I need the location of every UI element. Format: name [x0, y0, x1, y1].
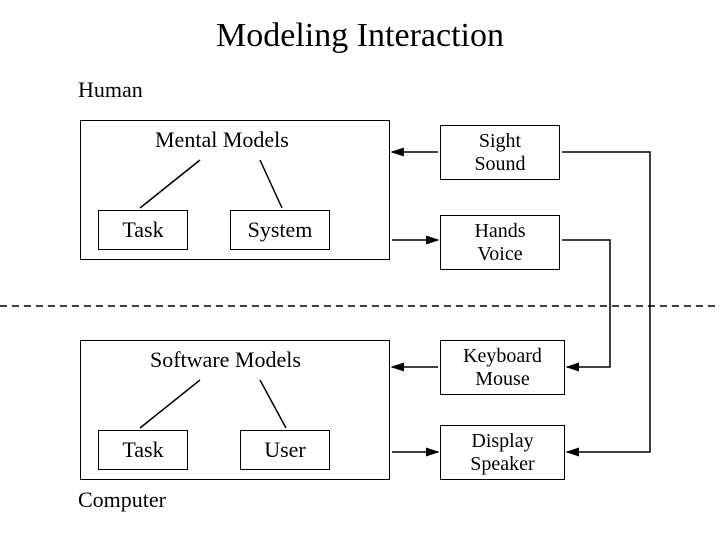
box-keyboard-text: KeyboardMouse: [463, 345, 542, 391]
group-header-software-models: Software Models: [150, 347, 301, 373]
diagram-stage: Modeling Interaction Human Computer Ment…: [0, 0, 720, 540]
box-hands-text: HandsVoice: [474, 220, 525, 266]
box-system: System: [230, 210, 330, 250]
box-user: User: [240, 430, 330, 470]
box-sight-sound: SightSound: [440, 125, 560, 180]
box-task-computer: Task: [98, 430, 188, 470]
box-keyboard-mouse: KeyboardMouse: [440, 340, 565, 395]
diagram-title: Modeling Interaction: [0, 17, 720, 55]
box-task-human: Task: [98, 210, 188, 250]
box-hands-voice: HandsVoice: [440, 215, 560, 270]
box-user-text: User: [264, 437, 306, 462]
label-human: Human: [78, 77, 143, 103]
box-task-computer-text: Task: [122, 437, 163, 462]
group-header-mental-models: Mental Models: [155, 127, 289, 153]
box-display-speaker: DisplaySpeaker: [440, 425, 565, 480]
box-sight-text: SightSound: [474, 130, 525, 176]
box-task-human-text: Task: [122, 217, 163, 242]
label-computer: Computer: [78, 487, 166, 513]
box-system-text: System: [248, 217, 313, 242]
box-display-text: DisplaySpeaker: [470, 430, 534, 476]
